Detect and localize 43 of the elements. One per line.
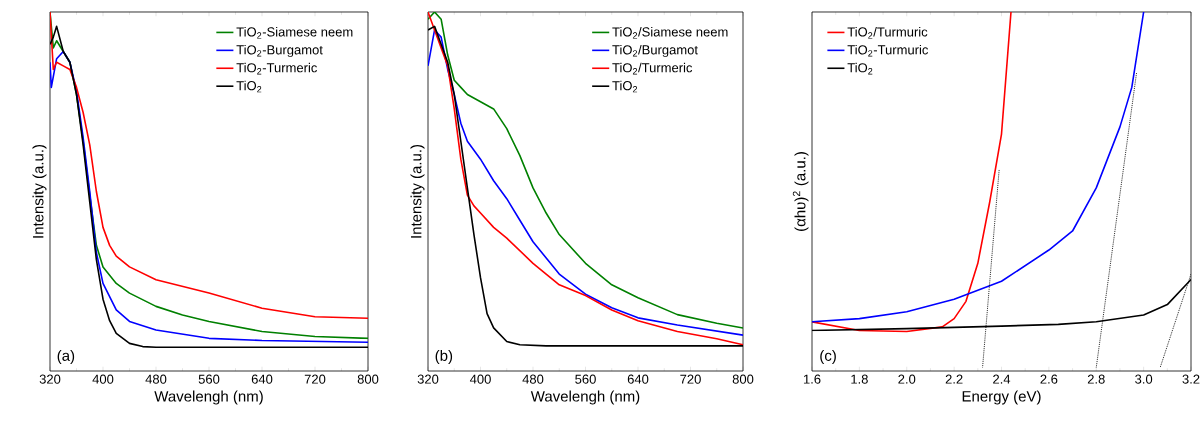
x-tick-label: 560 — [198, 374, 220, 384]
annotation: (a) — [57, 349, 75, 364]
annotation: (c) — [820, 349, 836, 364]
x-tick-label: 1.8 — [851, 374, 868, 384]
legend-label: TiO$_{2}$/Turmuric — [847, 26, 928, 39]
legend-label: TiO$_{2}$-Burgamot — [236, 44, 323, 58]
x-tick-label: 320 — [39, 374, 61, 384]
x-tick-label: 2.0 — [898, 374, 916, 384]
x-tick-label: 480 — [145, 374, 167, 384]
legend-label: TiO$_{2}$ — [236, 80, 262, 93]
legend-label: TiO$_{2}$/Burgamot — [612, 44, 698, 58]
x-tick-label: 3.0 — [1135, 374, 1153, 384]
x-tick-label: 2.4 — [993, 374, 1011, 384]
x-tick-label: 400 — [92, 374, 114, 384]
x-tick-label: 2.2 — [945, 374, 963, 384]
legend-label: TiO$_{2}$/Turmeric — [612, 62, 693, 75]
x-tick-label: 640 — [251, 374, 273, 384]
x-tick-label: 2.6 — [1040, 374, 1058, 384]
x-axis-title: Energy (eV) — [962, 390, 1041, 405]
x-tick-label: 800 — [357, 374, 379, 384]
legend-label: TiO$_{2}$-Turmuric — [847, 44, 929, 57]
y-axis-title: Intensity (a.u.) — [32, 144, 47, 238]
legend-label: TiO$_{2}$ — [847, 62, 873, 75]
x-tick-label: 480 — [522, 374, 544, 384]
x-tick-label: 720 — [304, 374, 326, 384]
x-tick-label: 640 — [627, 374, 649, 384]
legend-label: TiO$_{2}$-Siamese neem — [236, 26, 353, 39]
legend-label: TiO$_{2}$/Siamese neem — [612, 26, 728, 39]
x-tick-label: 2.8 — [1087, 374, 1105, 384]
x-tick-label: 560 — [575, 374, 596, 384]
x-tick-label: 800 — [732, 374, 754, 384]
x-tick-label: 720 — [680, 374, 701, 384]
annotation: (b) — [435, 349, 453, 364]
y-axis-title: Intensity (a.u.) — [410, 144, 425, 238]
x-tick-label: 320 — [417, 374, 439, 384]
legend-label: TiO$_{2}$-Turmeric — [236, 62, 318, 75]
x-axis-title: Wavelengh (nm) — [154, 390, 263, 405]
x-axis-title: Wavelengh (nm) — [530, 390, 640, 405]
x-tick-label: 3.2 — [1182, 374, 1200, 384]
x-tick-label: 400 — [469, 374, 491, 384]
x-tick-label: 1.6 — [803, 374, 821, 384]
y-axis-title: (αhυ)$^{2}$ (a.u.) — [792, 152, 809, 231]
legend-label: TiO$_{2}$ — [612, 80, 638, 93]
